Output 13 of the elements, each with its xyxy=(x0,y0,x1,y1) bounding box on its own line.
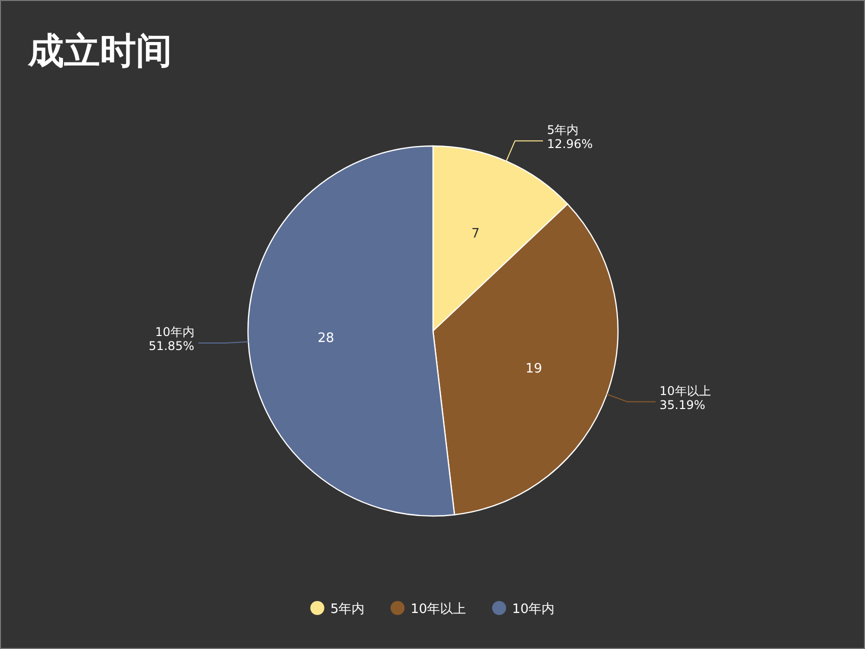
chart-title: 成立时间 xyxy=(27,31,172,72)
data-label: 7 xyxy=(471,226,480,242)
slice-label: 5年内 xyxy=(546,122,579,137)
text: 35.19% xyxy=(660,398,706,412)
data-label: 19 xyxy=(526,362,542,377)
slice-label: 10年内 xyxy=(155,325,194,340)
legend-label: 10年以上 xyxy=(410,602,466,617)
data-label: 28 xyxy=(318,331,334,346)
legend-label: 5年内 xyxy=(330,602,365,617)
legend-label: 10年内 xyxy=(512,602,555,617)
slice-label: 10年以上 xyxy=(660,384,711,398)
text: 51.85% xyxy=(148,339,194,354)
text: 12.96% xyxy=(546,136,593,151)
